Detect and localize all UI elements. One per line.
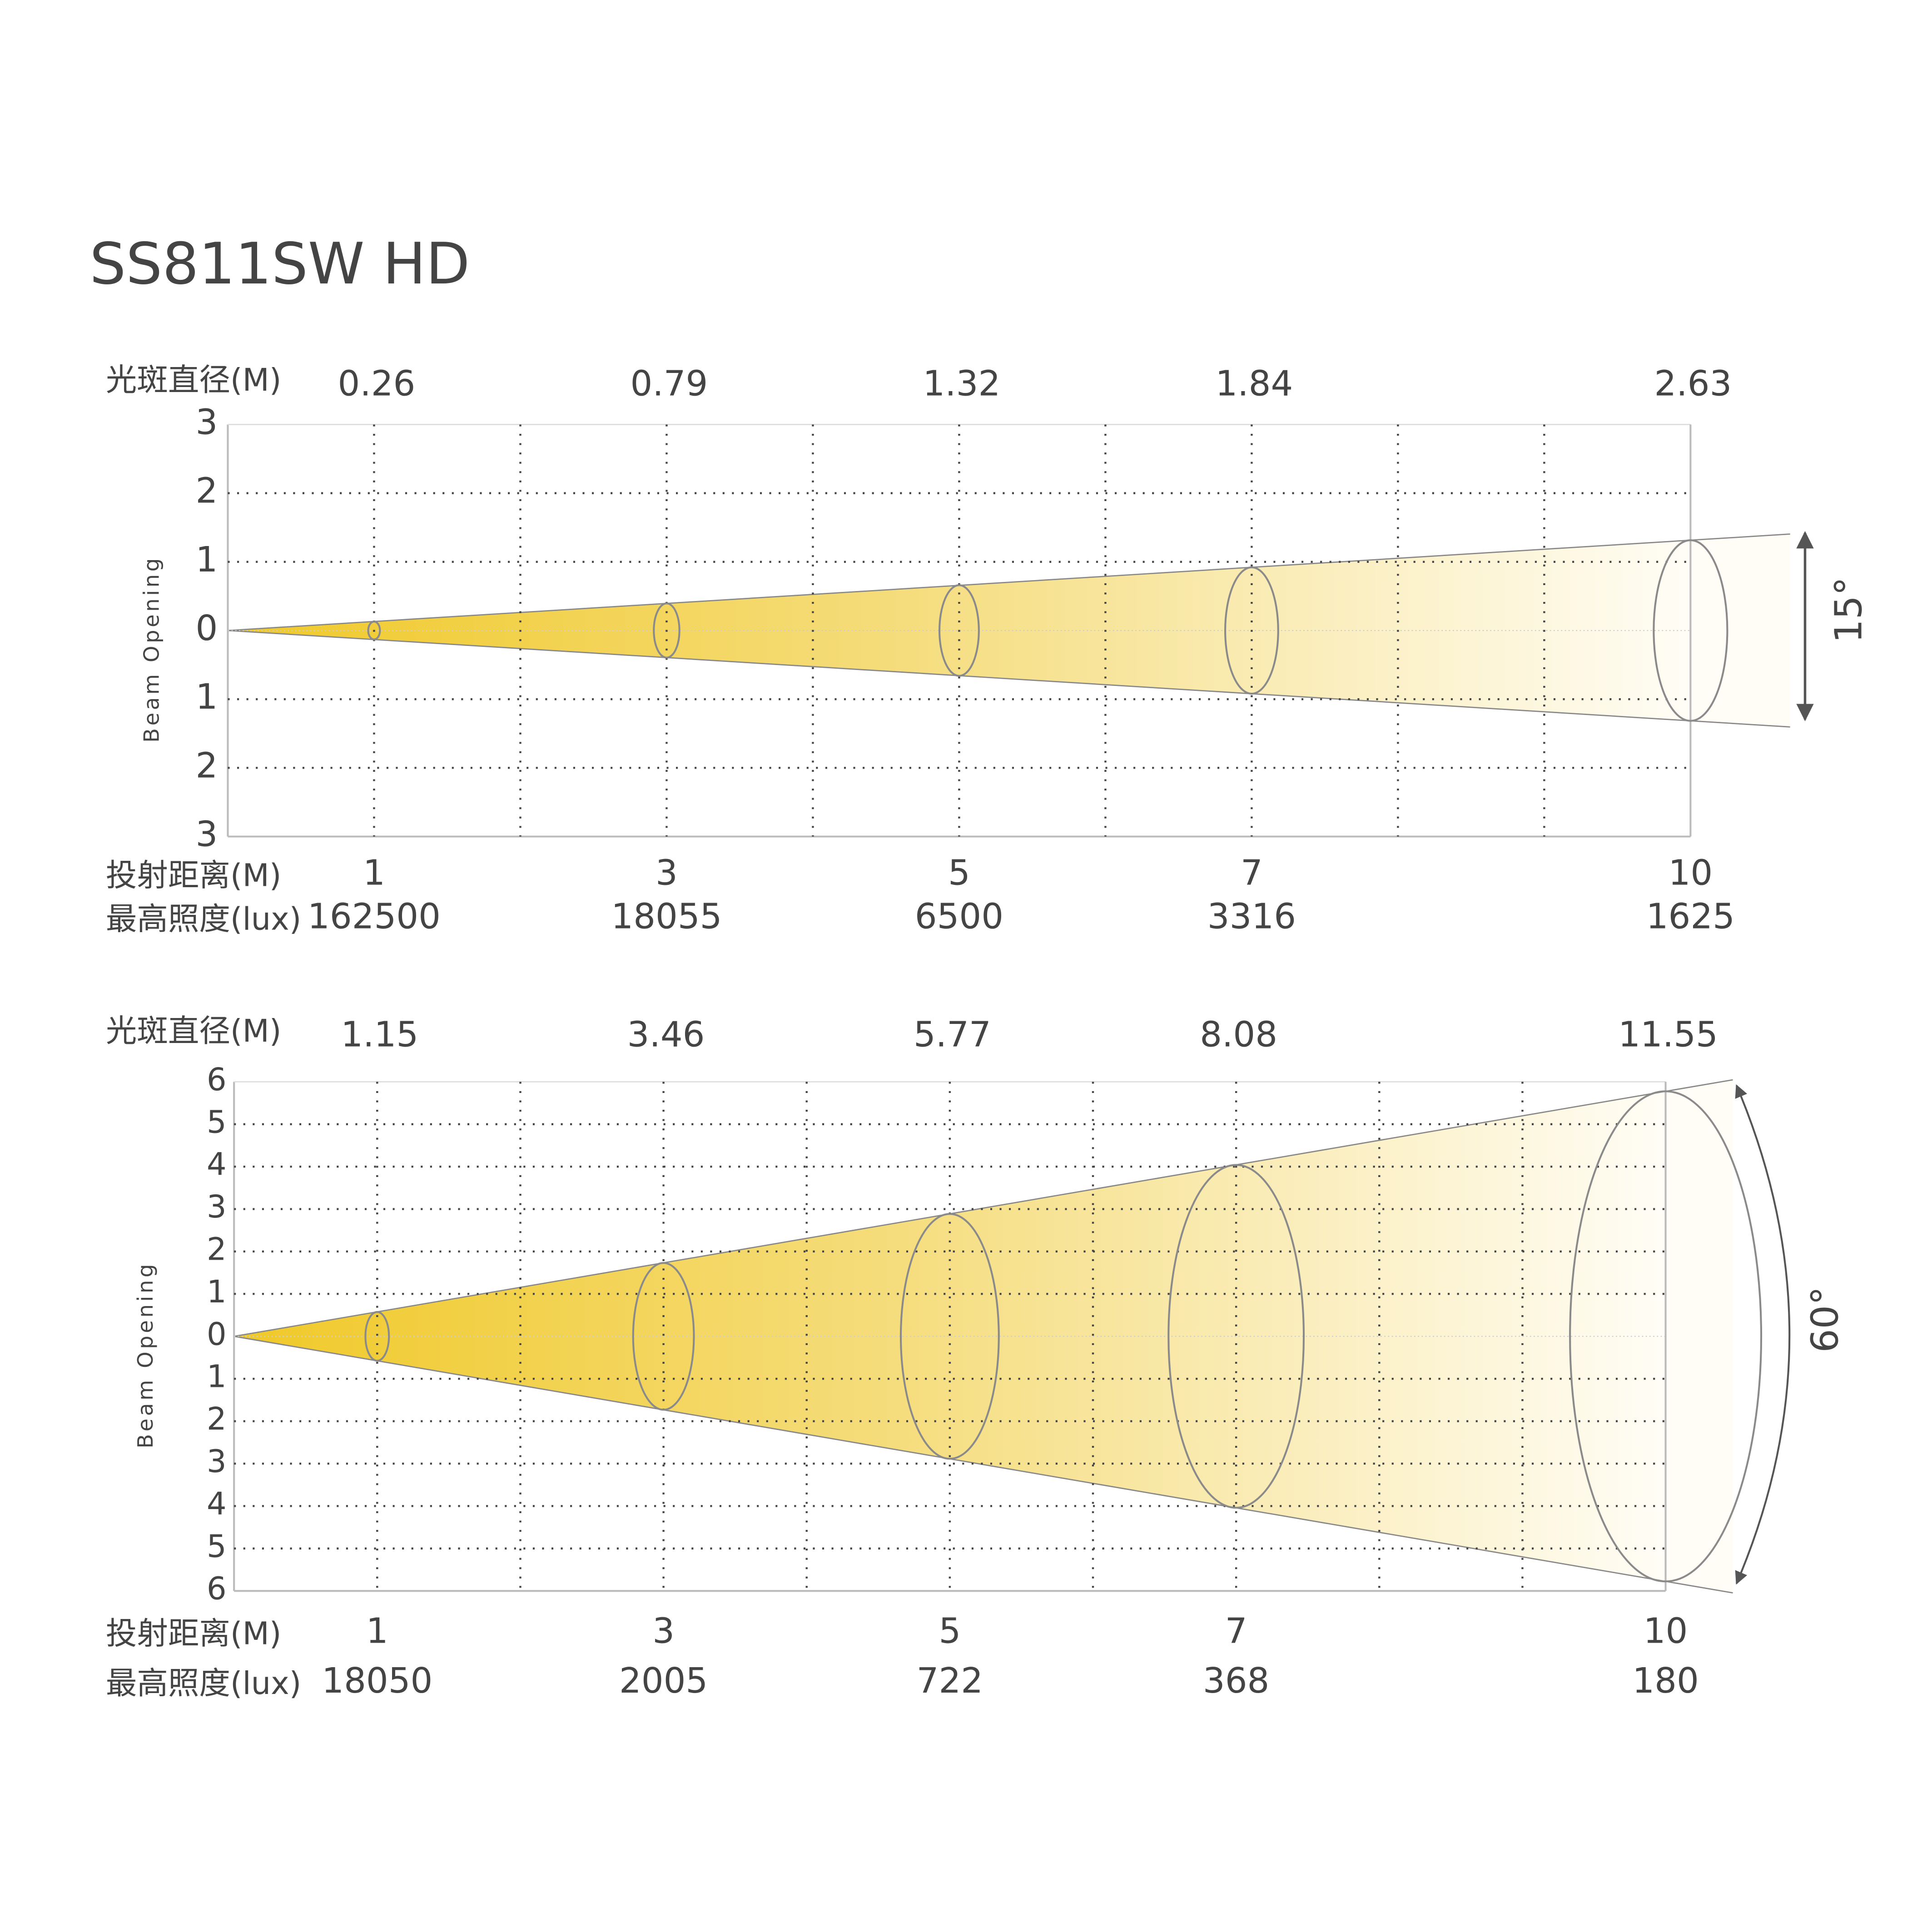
y-tick-label: 4 (207, 1486, 227, 1522)
distance-heading: 投射距离(M) (106, 1615, 282, 1652)
page-title: SS811SW HD (89, 230, 470, 297)
lux-heading: 最高照度(lux) (106, 1665, 301, 1702)
diameter-heading: 光斑直径(M) (106, 362, 282, 398)
beam-angle: 60° (1803, 1286, 1847, 1353)
spot-diameter: 1.84 (1215, 363, 1293, 404)
beam-spot (632, 1262, 695, 1411)
distance-label: 3 (652, 1611, 675, 1651)
y-tick-label: 2 (207, 1231, 227, 1267)
distance-label: 7 (1225, 1611, 1247, 1651)
beam-spot (1653, 539, 1728, 722)
y-tick-label: 3 (207, 1189, 227, 1225)
lux-label: 2005 (619, 1661, 708, 1701)
spot-diameter: 1.15 (341, 1015, 418, 1055)
beam-cone (234, 1080, 1733, 1593)
distance-label: 10 (1669, 853, 1713, 893)
y-tick-label: 1 (207, 1274, 227, 1310)
y-tick-label: 3 (195, 402, 218, 442)
distance-label: 7 (1241, 853, 1263, 893)
lux-label: 3316 (1207, 896, 1296, 937)
distance-label: 10 (1644, 1611, 1688, 1651)
beam-spot (653, 602, 680, 659)
beam-spot (367, 621, 381, 641)
beam-spot (1167, 1164, 1305, 1509)
spot-diameter: 8.08 (1200, 1015, 1277, 1055)
y-axis-label: Beam Opening (133, 1262, 158, 1449)
lux-label: 722 (917, 1661, 983, 1701)
spot-diameter: 5.77 (914, 1015, 991, 1055)
beam-angle: 15° (1827, 577, 1870, 643)
y-tick-label: 5 (207, 1104, 227, 1140)
spot-diameter: 3.46 (627, 1015, 705, 1055)
y-tick-label: 1 (207, 1359, 227, 1395)
diameter-heading: 光斑直径(M) (106, 1013, 282, 1049)
lux-label: 162500 (308, 896, 441, 937)
panel: 65432101234561.151180503.46320055.775722… (106, 1013, 1847, 1702)
spot-diameter: 0.26 (338, 363, 416, 404)
beam-spot (1569, 1090, 1763, 1583)
beam-spot (938, 584, 980, 677)
cone-edge (233, 1336, 1733, 1594)
y-tick-label: 6 (207, 1062, 227, 1098)
lux-label: 368 (1203, 1661, 1269, 1701)
beam-spot (1224, 566, 1279, 695)
lux-heading: 最高照度(lux) (106, 901, 301, 937)
y-tick-label: 1 (195, 677, 218, 717)
angle-arrow (1735, 1084, 1791, 1585)
distance-label: 5 (939, 1611, 961, 1651)
spot-diameter: 2.63 (1654, 363, 1732, 404)
panel: 32101230.2611625000.793180551.32565001.8… (106, 362, 1870, 938)
spot-diameter: 11.55 (1618, 1015, 1718, 1055)
y-tick-label: 3 (207, 1443, 227, 1480)
lux-label: 18055 (611, 896, 722, 937)
lux-label: 6500 (915, 896, 1003, 937)
y-tick-label: 2 (207, 1401, 227, 1437)
y-tick-label: 2 (195, 471, 218, 512)
beam-spot (364, 1311, 390, 1362)
y-tick-label: 1 (195, 540, 218, 580)
lux-label: 180 (1632, 1661, 1699, 1701)
y-tick-label: 4 (207, 1147, 227, 1183)
y-axis-label: Beam Opening (139, 556, 164, 743)
spot-diameter: 0.79 (631, 363, 708, 404)
y-tick-label: 0 (195, 608, 218, 649)
y-tick-label: 2 (195, 745, 218, 786)
cone-edge (228, 533, 1790, 631)
distance-label: 3 (656, 853, 678, 893)
distance-label: 5 (948, 853, 970, 893)
y-tick-label: 3 (195, 814, 218, 854)
y-tick-label: 5 (207, 1528, 227, 1564)
distance-label: 1 (363, 853, 385, 893)
cone-edge (228, 630, 1790, 728)
y-tick-label: 6 (207, 1571, 227, 1607)
spot-diameter: 1.32 (923, 363, 1000, 404)
distance-heading: 投射距离(M) (106, 857, 282, 894)
y-tick-label: 0 (207, 1316, 227, 1352)
beam-spot (899, 1213, 1000, 1460)
cone-edge (233, 1079, 1733, 1337)
distance-label: 1 (366, 1611, 388, 1651)
lux-label: 18050 (322, 1661, 432, 1701)
lux-label: 1625 (1646, 896, 1735, 937)
